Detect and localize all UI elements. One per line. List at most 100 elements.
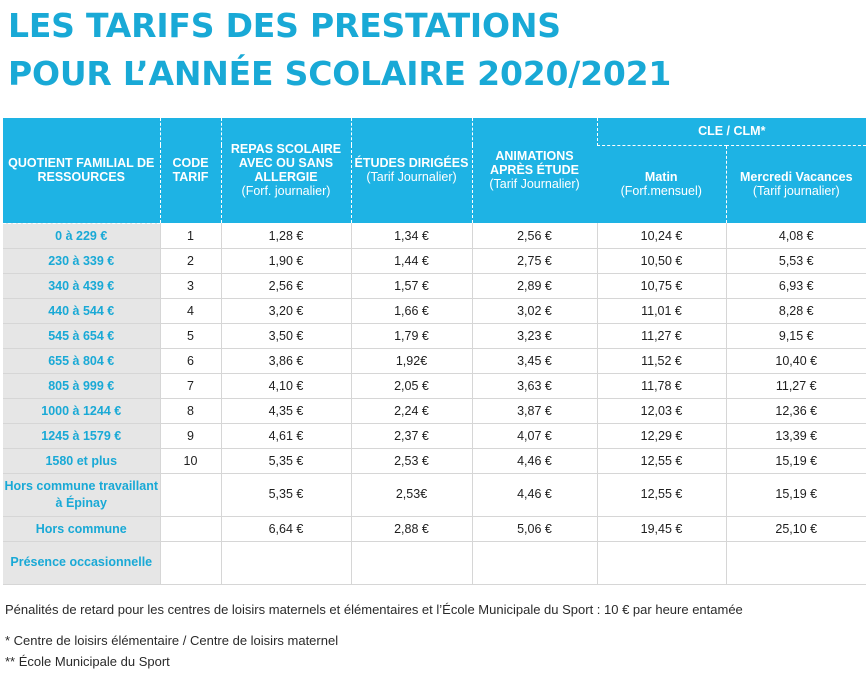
cell-code: 3 [159,273,221,299]
cell-mercredi [725,541,866,585]
cell-repas: 6,64 € [220,516,351,542]
cell-matin: 11,78 € [596,373,726,399]
cell-code: 10 [159,448,221,474]
header-mercredi-sub: (Tarif journalier) [752,184,840,198]
cell-mercredi: 6,93 € [725,273,866,299]
cell-code [159,473,221,517]
cell-etudes: 1,44 € [350,248,472,274]
cell-etudes: 1,79 € [350,323,472,349]
cell-code: 7 [159,373,221,399]
header-code-tarif: CODE TARIF [159,118,221,224]
cell-matin: 10,24 € [596,223,726,249]
cell-etudes: 2,88 € [350,516,472,542]
table-row: 805 à 999 €7 4,10 €2,05 €3,63 €11,78 €11,… [3,373,866,399]
cell-mercredi: 15,19 € [725,473,866,517]
table-row: 1000 à 1244 €8 4,35 €2,24 €3,87 €12,03 €1… [3,398,866,424]
table-row: Hors commune 6,64 €2,88 €5,06 €19,45 €25,… [3,516,866,542]
header-repas-sub: (Forf. journalier) [241,184,331,199]
cell-repas: 4,61 € [220,423,351,449]
cell-etudes: 2,53€ [350,473,472,517]
cell-mercredi: 12,36 € [725,398,866,424]
cell-repas: 3,20 € [220,298,351,324]
header-quotient-familial: QUOTIENT FAMILIAL DE RESSOURCES [3,118,160,224]
table-row: 545 à 654 €5 3,50 €1,79 €3,23 €11,27 €9,1… [3,323,866,349]
cell-code: 2 [159,248,221,274]
cell-repas: 3,50 € [220,323,351,349]
cell-mercredi: 5,53 € [725,248,866,274]
cell-mercredi: 4,08 € [725,223,866,249]
cell-matin: 12,55 € [596,473,726,517]
title-line-1: LES TARIFS DES PRESTATIONS [8,6,561,45]
table-row: 230 à 339 €2 1,90 €1,44 €2,75 €10,50 €5,5… [3,248,866,274]
cell-code [159,541,221,585]
header-matin-sub: (Forf.mensuel) [620,184,702,198]
footnote-ems: ** École Municipale du Sport [5,654,170,669]
cell-etudes: 2,05 € [350,373,472,399]
cell-etudes [350,541,472,585]
header-etudes-sub: (Tarif Journalier) [366,170,457,185]
cell-animations: 2,89 € [471,273,597,299]
cell-qf: 805 à 999 € [3,373,160,399]
cell-animations: 5,06 € [471,516,597,542]
table-row: 1580 et plus 10 5,35 €2,53 €4,46 €12,55 €1… [3,448,866,474]
cell-code: 4 [159,298,221,324]
cell-qf: 0 à 229 € [3,223,160,249]
cell-code [159,516,221,542]
cell-repas: 4,35 € [220,398,351,424]
cell-matin: 12,29 € [596,423,726,449]
cell-mercredi: 10,40 € [725,348,866,374]
cell-qf: 1245 à 1579 € [3,423,160,449]
table-row: 1245 à 1579 €9 4,61 €2,37 €4,07 €12,29 €1… [3,423,866,449]
cell-qf: 340 à 439 € [3,273,160,299]
cell-qf: 655 à 804 € [3,348,160,374]
tarifs-table: QUOTIENT FAMILIAL DE RESSOURCES CODE TAR… [3,118,866,585]
cell-animations: 4,46 € [471,448,597,474]
cell-mercredi: 9,15 € [725,323,866,349]
cell-etudes: 2,53 € [350,448,472,474]
cell-qf: Hors commune [3,516,160,542]
cell-matin: 12,03 € [596,398,726,424]
cell-repas: 3,86 € [220,348,351,374]
cell-matin: 10,75 € [596,273,726,299]
cell-mercredi: 15,19 € [725,448,866,474]
cell-mercredi: 8,28 € [725,298,866,324]
cell-animations: 4,46 € [471,473,597,517]
cell-matin: 19,45 € [596,516,726,542]
cell-qf: 1000 à 1244 € [3,398,160,424]
table-row: 440 à 544 €4 3,20 €1,66 €3,02 €11,01 €8,2… [3,298,866,324]
cell-code: 9 [159,423,221,449]
cell-qf: Présence occasionnelle [3,541,160,585]
cell-animations: 2,75 € [471,248,597,274]
cell-etudes: 1,57 € [350,273,472,299]
header-etudes-dirigees: ÉTUDES DIRIGÉES (Tarif Journalier) [350,118,472,224]
cell-matin: 10,50 € [596,248,726,274]
cell-repas: 1,28 € [220,223,351,249]
cell-animations: 3,63 € [471,373,597,399]
cell-animations: 3,02 € [471,298,597,324]
header-mercredi-vacances: Mercredi Vacances (Tarif journalier) [725,145,866,224]
cell-qf: 1580 et plus [3,448,160,474]
cell-qf: Hors commune travaillant à Épinay [3,473,160,517]
cell-qf: 545 à 654 € [3,323,160,349]
cell-mercredi: 11,27 € [725,373,866,399]
cell-animations [471,541,597,585]
cell-animations: 4,07 € [471,423,597,449]
cell-matin: 11,01 € [596,298,726,324]
header-cle-clm: CLE / CLM* [596,118,866,146]
cell-code: 6 [159,348,221,374]
cell-animations: 3,45 € [471,348,597,374]
cell-etudes: 1,66 € [350,298,472,324]
cell-animations: 3,23 € [471,323,597,349]
footnote-cle-clm: * Centre de loisirs élémentaire / Centre… [5,633,339,648]
cell-etudes: 1,34 € [350,223,472,249]
header-repas-scolaire: REPAS SCOLAIRE AVEC OU SANS ALLERGIE (Fo… [220,118,351,224]
title-line-2: POUR L’ANNÉE SCOLAIRE 2020/2021 [8,54,672,93]
cell-animations: 2,56 € [471,223,597,249]
cell-repas: 4,10 € [220,373,351,399]
cell-matin: 11,27 € [596,323,726,349]
table-row: Présence occasionnelle [3,541,866,585]
cell-etudes: 2,24 € [350,398,472,424]
page-title: LES TARIFS DES PRESTATIONS POUR L’ANNÉE … [8,2,671,98]
table-row: 0 à 229 €1 1,28 €1,34 €2,56 €10,24 €4,08 … [3,223,866,249]
cell-code: 8 [159,398,221,424]
